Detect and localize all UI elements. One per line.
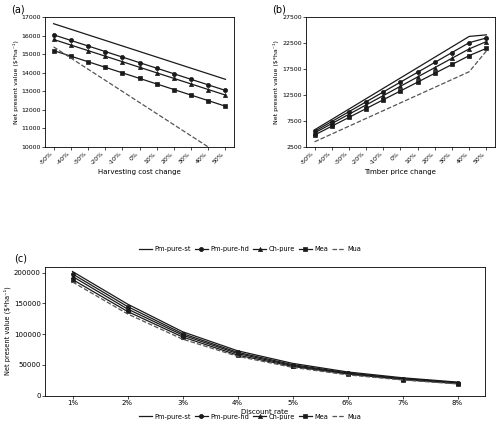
X-axis label: Discount rate: Discount rate (242, 408, 288, 415)
Text: (a): (a) (11, 4, 24, 14)
Legend: Pm-pure-st, Pm-pure-hd, Ch-pure, Mea, Mua: Pm-pure-st, Pm-pure-hd, Ch-pure, Mea, Mu… (136, 243, 364, 255)
Text: (b): (b) (272, 4, 286, 14)
Y-axis label: Net present value ($*ha⁻¹): Net present value ($*ha⁻¹) (274, 40, 280, 124)
Y-axis label: Net present value ($*ha⁻¹): Net present value ($*ha⁻¹) (4, 287, 11, 375)
X-axis label: Timber price change: Timber price change (364, 169, 436, 175)
Legend: Pm-pure-st, Pm-pure-hd, Ch-pure, Mea, Mua: Pm-pure-st, Pm-pure-hd, Ch-pure, Mea, Mu… (136, 411, 364, 422)
Text: (c): (c) (14, 253, 27, 264)
X-axis label: Harvesting cost change: Harvesting cost change (98, 169, 181, 175)
Y-axis label: Net present value ($*ha⁻¹): Net present value ($*ha⁻¹) (12, 40, 18, 124)
